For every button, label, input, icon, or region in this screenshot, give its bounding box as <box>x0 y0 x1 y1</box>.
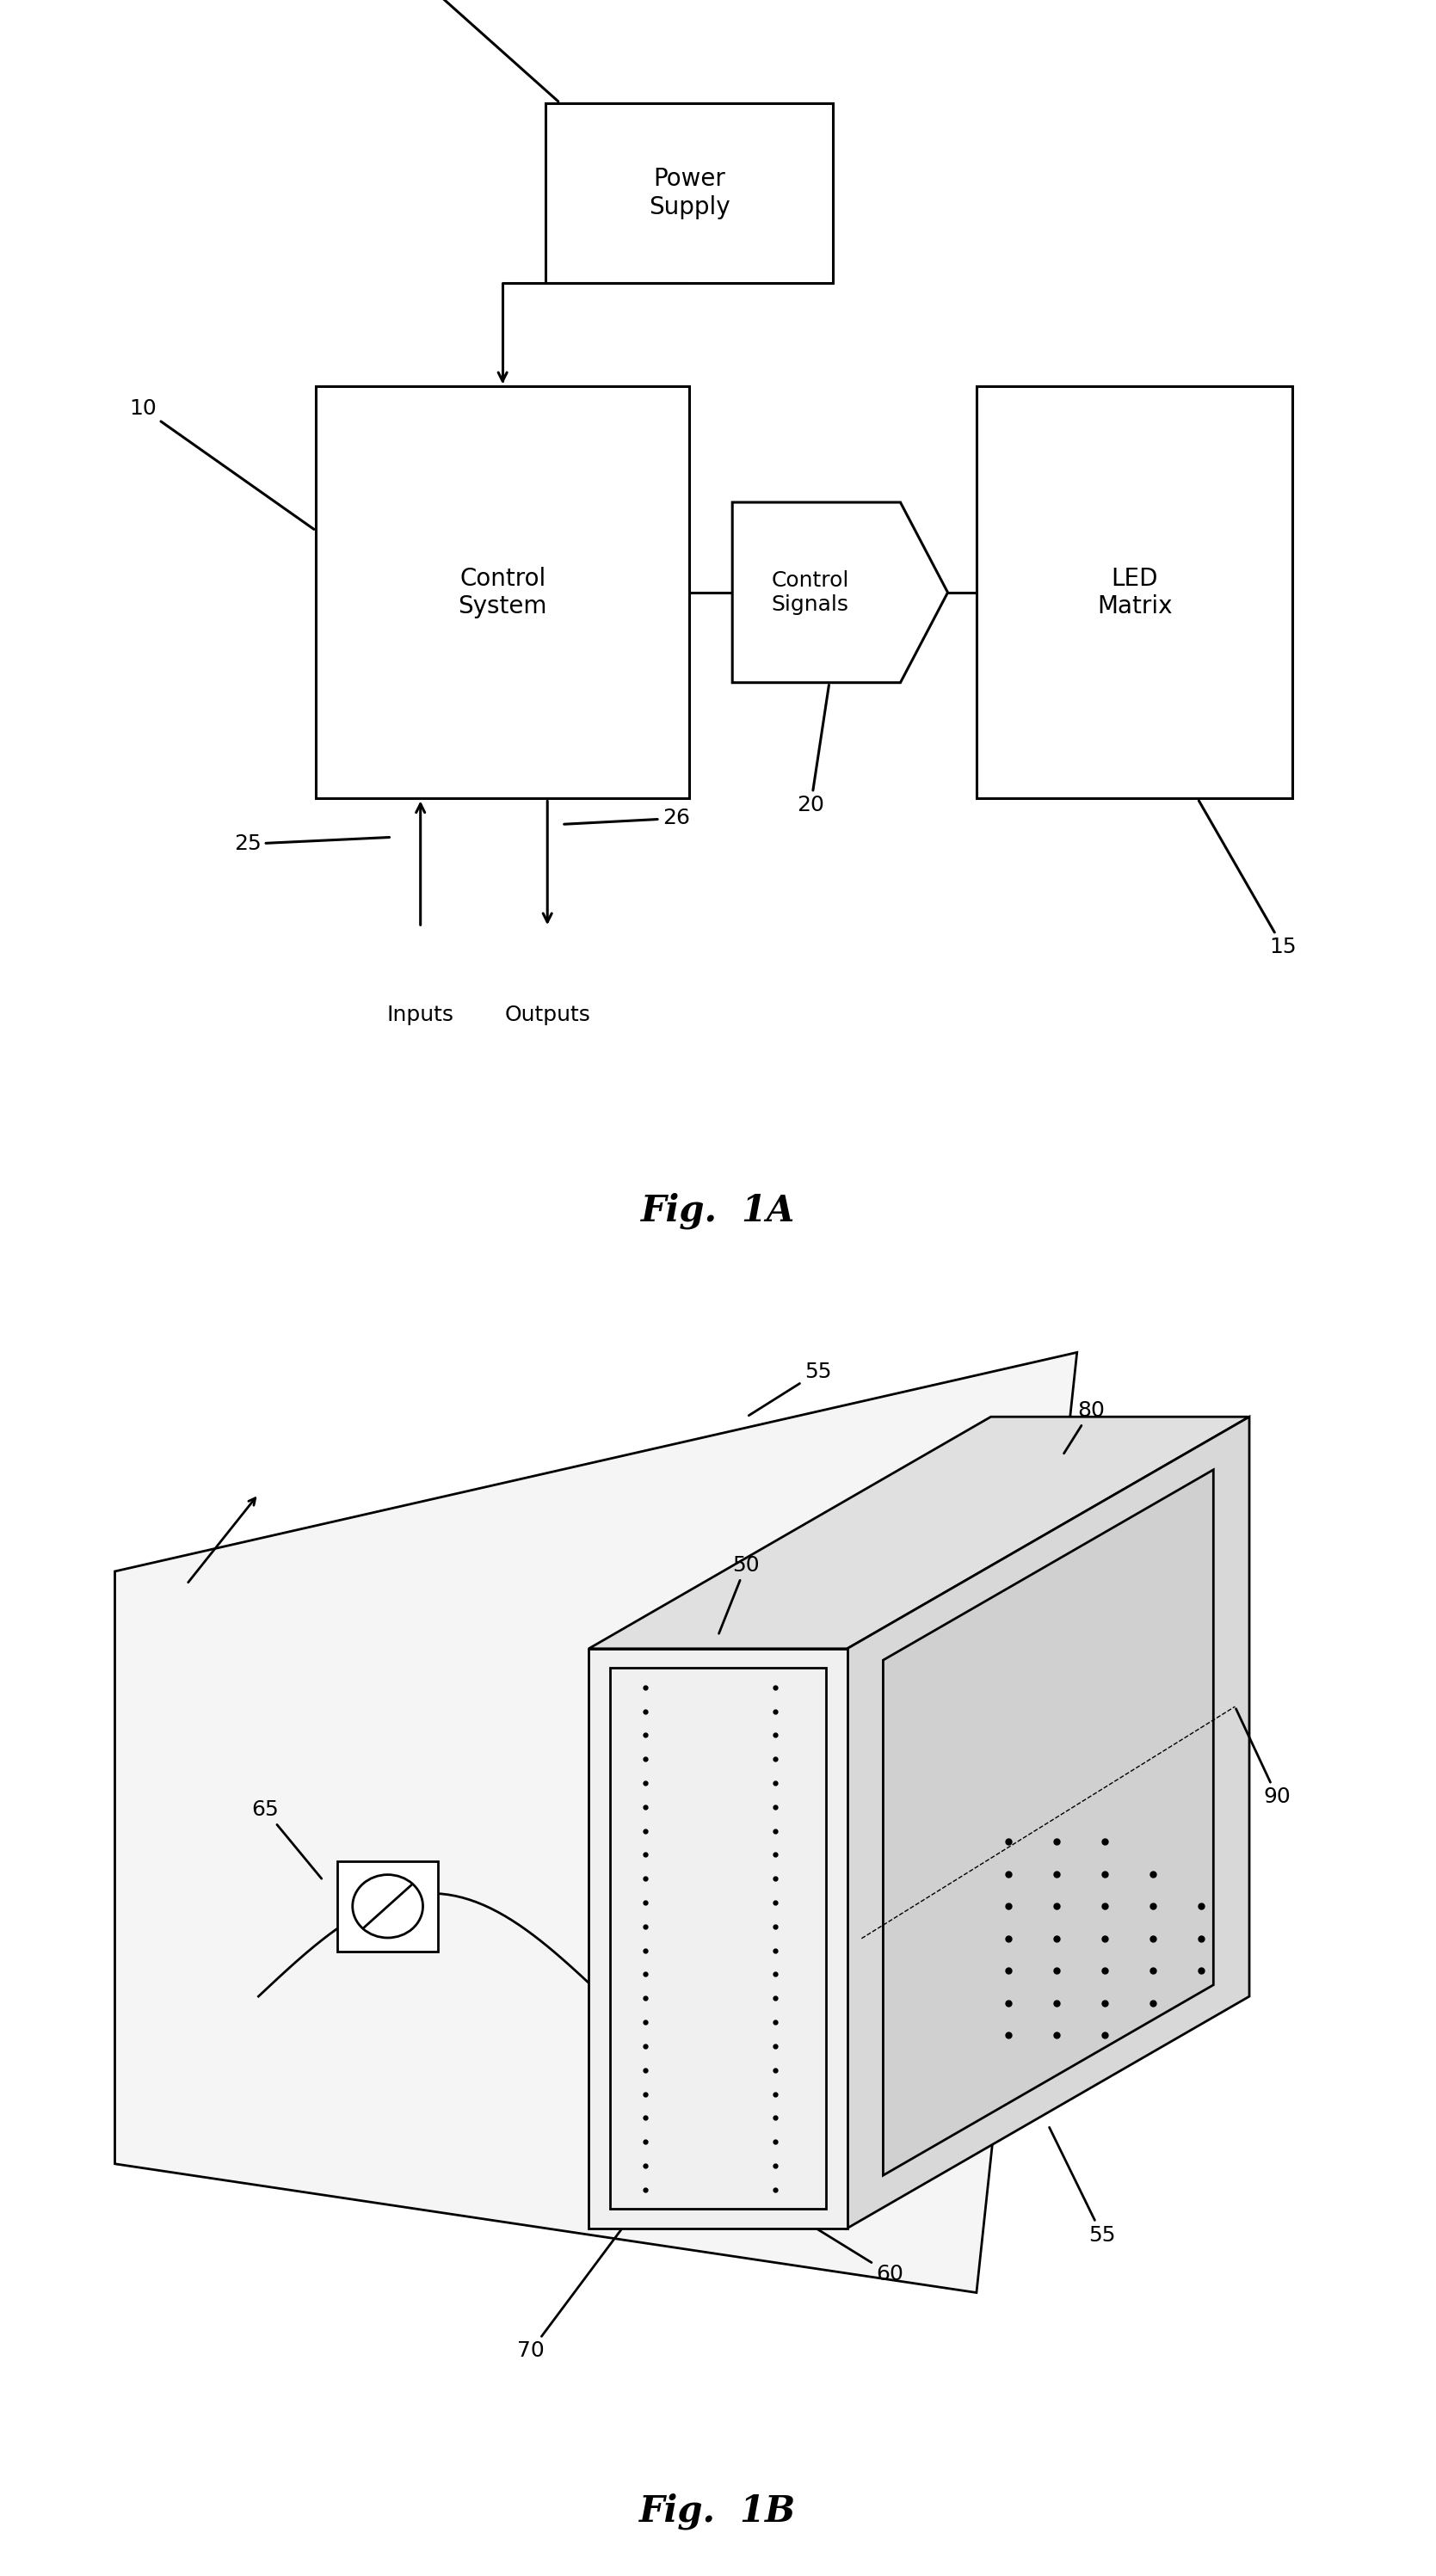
Text: Power
Supply: Power Supply <box>649 167 729 219</box>
Text: Control
Signals: Control Signals <box>771 569 849 616</box>
Text: Control
System: Control System <box>458 567 547 618</box>
Text: 5: 5 <box>373 0 559 100</box>
Text: Fig.  1B: Fig. 1B <box>639 2494 797 2530</box>
Polygon shape <box>589 1417 1249 1649</box>
Text: 55: 55 <box>748 1363 831 1417</box>
Polygon shape <box>847 1417 1249 2228</box>
Polygon shape <box>115 1352 1077 2293</box>
Text: 70: 70 <box>517 2218 630 2362</box>
Text: 50: 50 <box>719 1556 760 1633</box>
FancyBboxPatch shape <box>316 386 689 799</box>
Polygon shape <box>589 1649 847 2228</box>
Text: Inputs: Inputs <box>386 1005 454 1025</box>
Text: 55: 55 <box>1050 2128 1116 2246</box>
Polygon shape <box>732 502 948 683</box>
Polygon shape <box>883 1471 1213 2174</box>
Text: 90: 90 <box>1236 1708 1291 1808</box>
FancyBboxPatch shape <box>976 386 1292 799</box>
FancyBboxPatch shape <box>337 1860 438 1953</box>
Text: 65: 65 <box>251 1801 322 1878</box>
Text: 60: 60 <box>734 2177 903 2285</box>
Text: Outputs: Outputs <box>504 1005 590 1025</box>
Text: 25: 25 <box>234 835 389 855</box>
Text: LED
Matrix: LED Matrix <box>1097 567 1172 618</box>
FancyBboxPatch shape <box>546 103 833 283</box>
Text: 80: 80 <box>1064 1401 1104 1453</box>
Text: 10: 10 <box>129 399 314 528</box>
Text: 26: 26 <box>564 809 689 829</box>
Text: 15: 15 <box>1199 801 1297 958</box>
Text: Fig.  1A: Fig. 1A <box>640 1193 796 1229</box>
Text: 20: 20 <box>797 685 829 817</box>
